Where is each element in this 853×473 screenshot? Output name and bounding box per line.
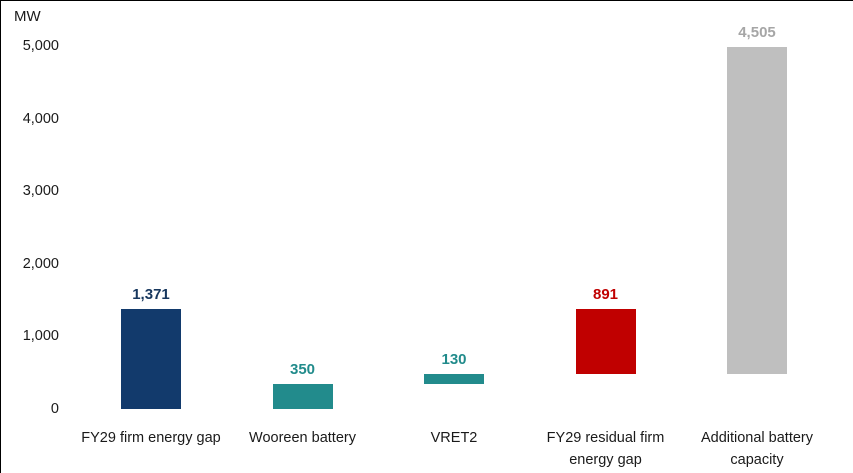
- bar-fy29-residual-firm-energy-gap: [575, 309, 636, 375]
- category-label-wooreen-battery: Wooreen battery: [249, 430, 356, 446]
- category-label-fy29-residual-firm-energy-gap: FY29 residual firm energy gap: [546, 430, 665, 468]
- bar-value-label-fy29-residual-firm-energy-gap: 891: [592, 286, 619, 304]
- bar-vret2: [424, 374, 484, 384]
- bar-value-label-additional-battery-capacity: 4,505: [738, 24, 776, 42]
- y-axis-unit-label: MW: [14, 8, 41, 25]
- bar-value-label-fy29-firm-energy-gap: 1,371: [132, 286, 170, 304]
- y-axis-tick-label-4000: 4,000: [22, 110, 59, 127]
- category-label-fy29-firm-energy-gap: FY29 firm energy gap: [81, 430, 221, 446]
- y-axis-tick-label-1000: 1,000: [22, 328, 59, 345]
- bar-additional-battery-capacity: [727, 47, 787, 375]
- category-label-vret2: VRET2: [430, 430, 478, 446]
- bar-value-label-vret2: 130: [441, 351, 467, 369]
- y-axis-tick-label-3000: 3,000: [22, 183, 59, 200]
- bar-wooreen-battery: [272, 383, 333, 409]
- bar-value-label-wooreen-battery: 350: [289, 360, 316, 378]
- y-axis-tick-label-2000: 2,000: [22, 255, 59, 272]
- category-label-additional-battery-capacity: Additional battery capacity: [700, 430, 814, 468]
- y-axis-tick-label-5000: 5,000: [22, 38, 59, 54]
- y-axis-tick-label-0: 0: [50, 401, 59, 417]
- bar-fy29-firm-energy-gap: [121, 309, 181, 409]
